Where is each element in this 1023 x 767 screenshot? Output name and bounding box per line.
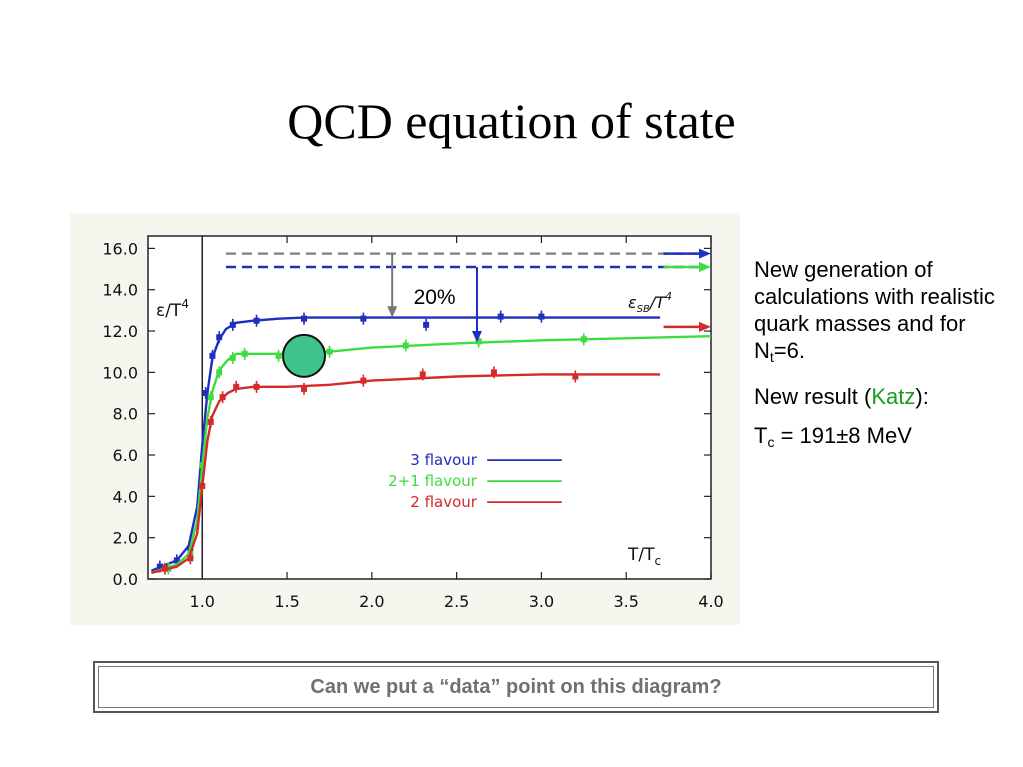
series-line	[151, 373, 661, 574]
data-point	[199, 483, 206, 490]
sb-arrow-head	[699, 248, 711, 259]
data-point	[301, 315, 308, 322]
y-tick-label: 6.0	[113, 446, 138, 465]
data-point	[233, 383, 240, 390]
y-tick-label: 16.0	[102, 239, 138, 258]
y-axis-label: ε/T4	[156, 297, 189, 321]
legend-label: 2+1 flavour	[388, 472, 478, 490]
data-point	[207, 418, 214, 425]
data-point	[241, 350, 248, 357]
slide-title: QCD equation of state	[287, 93, 736, 149]
sb-arrow-head	[699, 261, 711, 272]
data-point	[216, 369, 223, 376]
y-tick-label: 2.0	[113, 529, 138, 548]
data-point	[326, 348, 333, 355]
data-point	[253, 383, 260, 390]
data-point	[229, 321, 236, 328]
data-point	[402, 342, 409, 349]
data-point	[156, 563, 163, 570]
data-point	[229, 354, 236, 361]
twenty-percent-label: 20%	[414, 286, 456, 309]
y-tick-label: 10.0	[102, 363, 138, 382]
data-point	[538, 313, 545, 320]
data-point	[475, 338, 482, 345]
data-point	[497, 313, 504, 320]
data-point	[419, 371, 426, 378]
y-tick-label: 8.0	[113, 405, 138, 424]
chart-svg: 0.0 2.0 4.0 6.0 8.0 10.0 12.0 14.0 16.0 1.0 1.5 2.0…	[70, 213, 740, 625]
x-tick-label: 1.5	[274, 592, 299, 611]
data-point	[360, 315, 367, 322]
sb-arrow-head	[699, 321, 711, 332]
y-tick-label: 0.0	[113, 570, 138, 589]
x-tick-label: 2.0	[359, 592, 384, 611]
x-tick-label: 1.0	[190, 592, 215, 611]
data-point	[161, 565, 168, 572]
side-note-tc: Tc = 191±8 MeV	[754, 423, 912, 450]
data-point	[360, 377, 367, 384]
x-tick-label: 3.0	[529, 592, 554, 611]
data-point	[207, 394, 214, 401]
side-notes: New generation of calculations with real…	[754, 256, 1014, 468]
x-tick-label: 4.0	[698, 592, 723, 611]
plot-frame	[147, 235, 712, 580]
gray-arrow-head	[387, 306, 398, 318]
eos-chart: 0.0 2.0 4.0 6.0 8.0 10.0 12.0 14.0 16.0 1.0 1.5 2.0…	[70, 213, 740, 625]
data-point	[187, 555, 194, 562]
series-line	[150, 316, 661, 572]
data-point	[572, 373, 579, 380]
x-tick-label: 3.5	[613, 592, 638, 611]
data-point	[219, 394, 226, 401]
legend-label: 3 flavour	[410, 451, 478, 469]
legend-label: 2 flavour	[410, 493, 478, 511]
data-point	[216, 334, 223, 341]
x-axis-label: T/Tc	[627, 545, 661, 568]
y-tick-label: 12.0	[102, 322, 138, 341]
katz-link[interactable]: Katz	[871, 384, 916, 409]
data-point	[209, 352, 216, 359]
blue-arrow-head	[471, 331, 482, 343]
y-tick-label: 4.0	[113, 487, 138, 506]
data-point	[253, 317, 260, 324]
data-point	[301, 385, 308, 392]
highlight-circle	[282, 333, 327, 378]
y-tick-label: 14.0	[102, 281, 138, 300]
data-point	[423, 321, 430, 328]
data-point	[580, 336, 587, 343]
side-note-result: New result (Katz):	[754, 384, 929, 409]
sb-limit-label: εSB/T4	[628, 290, 672, 315]
x-tick-label: 2.5	[444, 592, 469, 611]
question-text: Can we put a “data” point on this diagra…	[310, 675, 722, 698]
data-point	[199, 462, 206, 469]
data-point	[173, 557, 180, 564]
data-point	[275, 352, 282, 359]
question-box: Can we put a “data” point on this diagra…	[93, 661, 939, 713]
side-note-generation: New generation of calculations with real…	[754, 257, 995, 365]
data-point	[490, 369, 497, 376]
data-point	[202, 390, 209, 397]
